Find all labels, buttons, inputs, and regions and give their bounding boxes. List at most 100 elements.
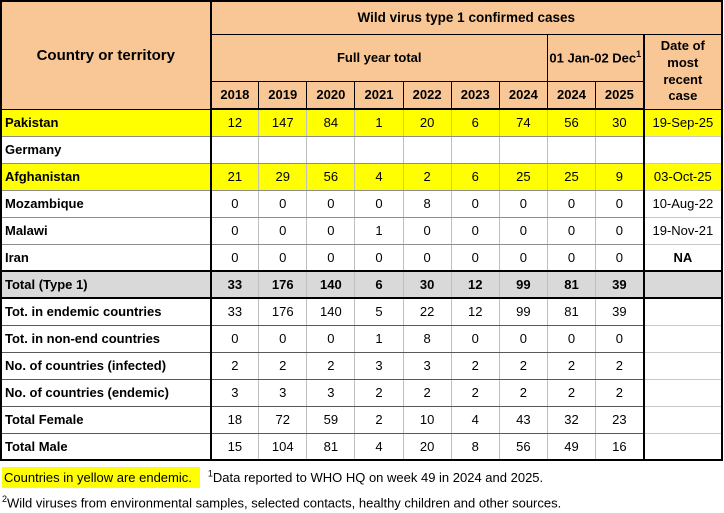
date-cell: 19-Nov-21 bbox=[642, 217, 722, 245]
value-cell: 12 bbox=[451, 270, 500, 299]
endemic-legend: Countries in yellow are endemic. bbox=[2, 467, 200, 489]
row-label: Iran bbox=[1, 244, 212, 272]
value-cell: 56 bbox=[306, 163, 356, 191]
value-cell bbox=[306, 136, 356, 164]
table-row: No. of countries (infected) 2 2 2 3 3 2 … bbox=[1, 352, 722, 380]
header-row-years: 2018 2019 2020 2021 2022 2023 2024 2024 … bbox=[1, 80, 722, 110]
value-cell: 9 bbox=[595, 163, 645, 191]
row-label: Afghanistan bbox=[1, 163, 212, 191]
value-cell: 29 bbox=[258, 163, 308, 191]
value-cell: 81 bbox=[547, 298, 597, 326]
year-header: 2024 bbox=[498, 80, 548, 110]
value-cell: 0 bbox=[595, 244, 645, 272]
value-cell bbox=[354, 136, 404, 164]
date-cell bbox=[642, 325, 722, 353]
value-cell: 1 bbox=[354, 217, 404, 245]
value-cell: 104 bbox=[258, 433, 308, 461]
table-row: Germany bbox=[1, 136, 722, 164]
value-cell: 12 bbox=[210, 109, 260, 137]
value-cell bbox=[451, 136, 500, 164]
value-cell: 8 bbox=[451, 433, 500, 461]
date-cell: 19-Sep-25 bbox=[642, 109, 722, 137]
footnote-1: 1Data reported to WHO HQ on week 49 in 2… bbox=[207, 469, 544, 486]
table-row: Afghanistan 21 29 56 4 2 6 25 25 9 03-Oc… bbox=[1, 163, 722, 191]
row-label: Tot. in non-end countries bbox=[1, 325, 212, 353]
value-cell: 2 bbox=[403, 379, 452, 407]
year-header: 2020 bbox=[306, 80, 356, 110]
date-cell: 03-Oct-25 bbox=[642, 163, 722, 191]
row-label: No. of countries (endemic) bbox=[1, 379, 212, 407]
value-cell: 81 bbox=[306, 433, 356, 461]
value-cell: 176 bbox=[258, 298, 308, 326]
year-header: 2021 bbox=[354, 80, 404, 110]
footnote-1-marker: 1 bbox=[207, 469, 213, 479]
table-row: Total (Type 1) 33 176 140 6 30 12 99 81 … bbox=[1, 270, 722, 299]
date-cell bbox=[642, 352, 722, 380]
footnote-line-1: Countries in yellow are endemic. 1Data re… bbox=[2, 465, 722, 489]
value-cell: 0 bbox=[547, 217, 597, 245]
value-cell: 6 bbox=[451, 163, 500, 191]
value-cell bbox=[547, 136, 597, 164]
value-cell: 25 bbox=[499, 163, 548, 191]
value-cell: 33 bbox=[210, 270, 260, 299]
value-cell: 0 bbox=[499, 244, 548, 272]
value-cell: 2 bbox=[595, 379, 645, 407]
footnote-1-text: Data reported to WHO HQ on week 49 in 20… bbox=[212, 470, 544, 486]
value-cell: 18 bbox=[210, 406, 260, 434]
value-cell: 0 bbox=[595, 190, 645, 218]
value-cell: 0 bbox=[258, 190, 308, 218]
value-cell: 2 bbox=[354, 406, 404, 434]
value-cell: 6 bbox=[451, 109, 500, 137]
value-cell: 0 bbox=[595, 325, 645, 353]
value-cell: 8 bbox=[403, 190, 452, 218]
footnotes: Countries in yellow are endemic. 1Data re… bbox=[0, 461, 724, 513]
footnote-2-text: Wild viruses from environmental samples,… bbox=[7, 495, 562, 511]
value-cell: 2 bbox=[595, 352, 645, 380]
value-cell: 43 bbox=[499, 406, 548, 434]
value-cell: 49 bbox=[547, 433, 597, 461]
value-cell: 0 bbox=[451, 217, 500, 245]
value-cell: 30 bbox=[595, 109, 645, 137]
value-cell: 5 bbox=[354, 298, 404, 326]
value-cell: 32 bbox=[547, 406, 597, 434]
table-body: Pakistan 12 147 84 1 20 6 74 56 30 19-Se… bbox=[1, 109, 722, 461]
row-label: Pakistan bbox=[1, 109, 212, 137]
table-row: Malawi 0 0 0 1 0 0 0 0 0 19-Nov-21 bbox=[1, 217, 722, 245]
value-cell: 0 bbox=[306, 190, 356, 218]
value-cell: 10 bbox=[403, 406, 452, 434]
value-cell: 84 bbox=[306, 109, 356, 137]
value-cell: 0 bbox=[451, 190, 500, 218]
value-cell: 99 bbox=[499, 298, 548, 326]
table-row: Pakistan 12 147 84 1 20 6 74 56 30 19-Se… bbox=[1, 109, 722, 137]
table-row: Total Male 15 104 81 4 20 8 56 49 16 bbox=[1, 433, 722, 461]
value-cell: 2 bbox=[354, 379, 404, 407]
value-cell: 0 bbox=[354, 244, 404, 272]
value-cell: 0 bbox=[451, 325, 500, 353]
value-cell: 3 bbox=[258, 379, 308, 407]
value-cell: 0 bbox=[354, 190, 404, 218]
footnote-2-marker: 2 bbox=[2, 494, 8, 505]
group-header-jan-dec-text: 01 Jan-02 Dec bbox=[549, 50, 637, 66]
value-cell: 0 bbox=[499, 325, 548, 353]
date-cell bbox=[642, 433, 722, 461]
date-cell bbox=[642, 406, 722, 434]
row-label: Total Female bbox=[1, 406, 212, 434]
row-label: Mozambique bbox=[1, 190, 212, 218]
table-row: Tot. in endemic countries 33 176 140 5 2… bbox=[1, 298, 722, 326]
value-cell: 0 bbox=[499, 190, 548, 218]
value-cell: 0 bbox=[403, 244, 452, 272]
value-cell: 140 bbox=[306, 298, 356, 326]
value-cell: 4 bbox=[354, 433, 404, 461]
row-label: Total (Type 1) bbox=[1, 270, 212, 299]
table-row: Iran 0 0 0 0 0 0 0 0 0 NA bbox=[1, 244, 722, 272]
value-cell: 8 bbox=[403, 325, 452, 353]
value-cell: 147 bbox=[258, 109, 308, 137]
value-cell: 3 bbox=[306, 379, 356, 407]
value-cell: 2 bbox=[306, 352, 356, 380]
corner-header: Country or territory bbox=[0, 0, 212, 110]
value-cell: 59 bbox=[306, 406, 356, 434]
value-cell bbox=[210, 136, 260, 164]
value-cell bbox=[258, 136, 308, 164]
table-row: No. of countries (endemic) 3 3 3 2 2 2 2… bbox=[1, 379, 722, 407]
